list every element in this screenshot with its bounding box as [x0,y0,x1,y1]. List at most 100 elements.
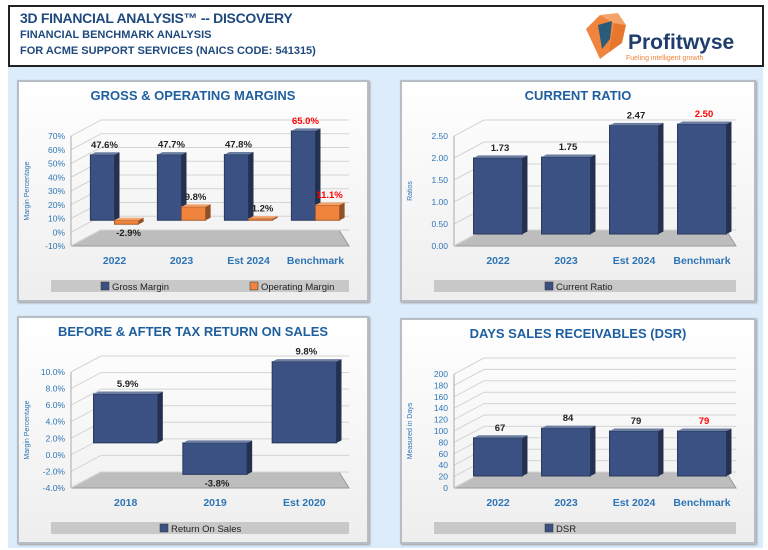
y-tick-label: 2.0% [46,433,66,443]
bar-front [290,130,317,221]
bar-top [473,155,528,158]
bar-top [272,359,342,362]
y-tick-label: -2.0% [43,466,66,476]
y-tick-label: 40 [439,460,449,470]
report-header: 3D FINANCIAL ANALYSIS™ -- DISCOVERY FINA… [8,5,764,67]
bar-side [522,435,528,476]
data-label: 79 [631,416,642,427]
data-label: 1.2% [252,204,274,215]
bar-top [677,121,732,124]
bar-front [181,206,207,221]
data-label: 1.73 [491,143,510,154]
bar-side [315,128,321,221]
x-tick-label: 2018 [114,497,138,509]
data-label: 47.8% [225,140,252,151]
gridline [70,133,349,151]
x-tick-label: 2022 [103,255,127,267]
bar-side [658,428,664,476]
data-label: 2.47 [627,110,646,121]
y-tick-label: 10.0% [41,367,66,377]
bar-front [271,361,337,444]
bar-front [541,156,591,235]
y-axis-label: Ratios [407,181,414,201]
bar-top [248,216,278,219]
x-tick-label: 2023 [554,497,578,509]
y-tick-label: 0.50 [431,219,448,229]
data-label: 47.7% [158,140,185,151]
chart-title: GROSS & OPERATING MARGINS [91,88,296,103]
x-tick-label: Est 2024 [613,255,656,267]
bar-top [114,217,144,221]
bar-side [658,122,664,234]
chart-title: DAYS SALES RECEIVABLES (DSR) [470,326,687,341]
bar-side [138,217,144,225]
y-tick-label: 20 [439,472,449,482]
y-tick-label: 80 [439,437,449,447]
legend-label: DSR [556,524,576,535]
bar-side [205,204,211,221]
legend-label: Gross Margin [112,282,169,293]
bar-front [677,430,727,477]
data-label: -2.9% [116,228,141,239]
bar-top [90,152,120,155]
y-tick-label: 70% [48,131,65,141]
y-tick-label: 6.0% [46,400,66,410]
gridline [70,454,349,472]
bar-front [609,124,659,235]
bar-side [339,202,345,221]
bar-top [224,152,254,155]
legend-swatch [544,281,554,291]
bar-front [182,442,248,475]
gridline [70,388,349,406]
data-label: 65.0% [292,116,319,127]
y-tick-label: 60% [48,145,65,155]
gridline [453,380,736,398]
y-tick-label: 4.0% [46,417,66,427]
x-tick-label: Est 2024 [227,255,270,267]
gross-operating-margins-chart: GROSS & OPERATING MARGINS Margin Percenta… [17,80,369,302]
bar-top [182,440,253,443]
gridline [70,147,349,164]
bar-front [114,219,140,225]
gridline [70,471,349,489]
legend-swatch [159,523,169,533]
y-tick-label: 30% [48,186,65,196]
gridline [70,372,349,390]
legend-swatch [249,281,259,291]
bar-top [157,152,187,155]
data-label: -3.8% [205,478,230,489]
legend-swatch [544,523,554,533]
y-axis-label: Measured in Days [407,402,414,459]
x-tick-label: 2023 [170,255,194,267]
x-tick-label: Est 2020 [283,497,326,509]
data-label: 67 [495,423,506,434]
y-axis-label: Margin Percentage [24,161,31,220]
days-sales-receivables-chart: DAYS SALES RECEIVABLES (DSR) Measured in … [400,318,756,544]
y-tick-label: -10% [45,241,65,251]
y-tick-label: 20% [48,200,65,210]
bar-top [541,425,596,429]
data-label: 1.75 [559,142,578,153]
y-tick-label: 100 [434,426,448,436]
x-tick-label: 2022 [486,497,510,509]
bar-front [473,157,523,235]
bar-side [247,440,253,475]
bar-front [315,204,341,221]
gridline [453,425,736,443]
data-label: 9.8% [296,347,318,358]
legend-label: Operating Margin [261,282,334,293]
y-tick-label: 180 [434,380,448,390]
legend-bar [434,280,736,292]
y-tick-label: -4.0% [43,483,66,493]
report-title: 3D FINANCIAL ANALYSIS™ -- DISCOVERY [20,10,293,26]
data-label: 9.8% [185,192,207,203]
profitwyse-logo: Profitwyse Fueling intelligent growth [586,13,734,62]
chart-title: BEFORE & AFTER TAX RETURN ON SALES [58,324,328,339]
y-tick-label: 1.00 [431,197,448,207]
bar-top [93,391,163,394]
y-tick-label: 60 [439,449,449,459]
data-label: 79 [699,416,710,427]
bar-top [473,435,528,438]
svg-text:Fueling intelligent growth: Fueling intelligent growth [626,55,704,62]
y-tick-label: 10% [48,214,65,224]
